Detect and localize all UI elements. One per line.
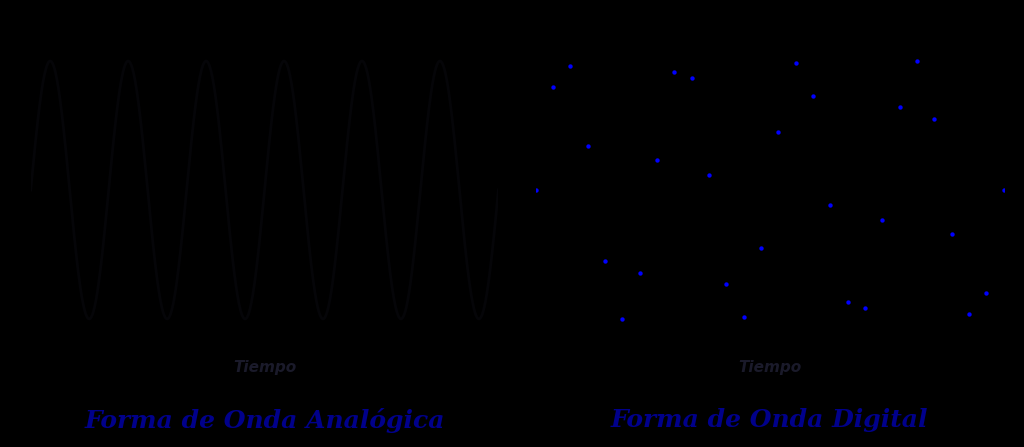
Point	[874, 216, 891, 224]
Point	[908, 58, 925, 65]
Text: Forma de Onda Analógica: Forma de Onda Analógica	[84, 408, 444, 433]
Point	[770, 129, 786, 136]
Point	[978, 290, 994, 297]
Point	[545, 83, 561, 90]
Point	[753, 244, 769, 251]
Point	[857, 305, 873, 312]
Point	[943, 231, 959, 238]
Text: Forma de Onda Digital: Forma de Onda Digital	[611, 408, 929, 432]
Point	[961, 310, 977, 317]
Point	[649, 156, 666, 164]
Point	[527, 186, 544, 194]
Point	[995, 186, 1012, 194]
Point	[787, 59, 804, 67]
Point	[684, 75, 700, 82]
Point	[735, 313, 752, 320]
X-axis label: Tiempo: Tiempo	[738, 360, 802, 375]
Point	[718, 280, 734, 287]
Point	[840, 298, 856, 305]
Point	[632, 269, 648, 276]
Point	[822, 201, 839, 208]
Point	[597, 257, 613, 265]
Point	[700, 172, 717, 179]
Point	[614, 315, 631, 322]
Point	[562, 63, 579, 70]
Point	[926, 115, 942, 122]
Point	[892, 104, 908, 111]
Point	[667, 68, 683, 75]
X-axis label: Tiempo: Tiempo	[232, 360, 296, 375]
Point	[805, 93, 821, 100]
Point	[580, 142, 596, 149]
